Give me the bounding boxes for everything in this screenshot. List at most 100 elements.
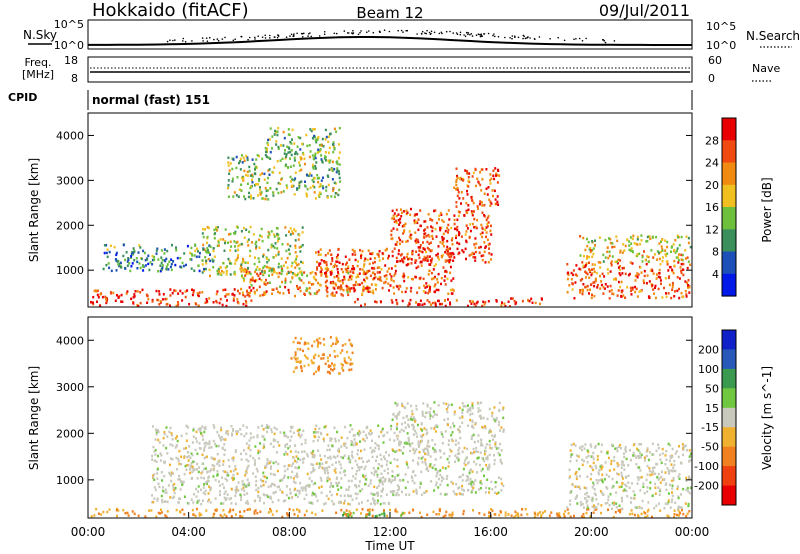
heatmap-cell	[325, 189, 328, 192]
heatmap-cell	[629, 286, 632, 290]
heatmap-cell	[473, 226, 476, 229]
heatmap-cell	[660, 475, 663, 479]
heatmap-cell	[588, 268, 591, 271]
heatmap-cell	[264, 186, 267, 190]
heatmap-cell	[188, 302, 191, 306]
heatmap-cell	[244, 299, 247, 303]
heatmap-cell	[396, 438, 399, 441]
heatmap-cell	[600, 511, 602, 515]
heatmap-cell	[206, 300, 208, 303]
heatmap-cell	[621, 482, 624, 485]
heatmap-cell	[409, 418, 412, 421]
heatmap-cell	[584, 270, 587, 273]
heatmap-cell	[151, 454, 154, 458]
heatmap-cell	[572, 269, 575, 272]
heatmap-cell	[238, 243, 241, 247]
heatmap-cell	[320, 158, 323, 161]
heatmap-cell	[393, 217, 396, 220]
heatmap-cell	[585, 262, 588, 265]
heatmap-cell	[195, 440, 198, 443]
heatmap-cell	[272, 191, 275, 194]
heatmap-cell	[280, 269, 283, 272]
heatmap-cell	[270, 246, 273, 249]
heatmap-cell	[258, 238, 261, 241]
heatmap-cell	[343, 511, 346, 515]
heatmap-cell	[458, 214, 460, 218]
nsearch-dot	[445, 30, 448, 33]
heatmap-cell	[327, 175, 330, 178]
heatmap-cell	[581, 458, 584, 462]
heatmap-cell	[454, 460, 456, 463]
heatmap-cell	[364, 465, 367, 468]
heatmap-cell	[401, 240, 404, 243]
heatmap-cell	[321, 185, 324, 188]
heatmap-cell	[660, 282, 662, 286]
heatmap-cell	[291, 128, 294, 132]
heatmap-cell	[656, 250, 659, 253]
heatmap-cell	[605, 486, 608, 489]
heatmap-cell	[480, 223, 483, 227]
heatmap-cell	[104, 295, 107, 299]
heatmap-cell	[574, 472, 577, 476]
heatmap-cell	[653, 253, 656, 256]
heatmap-cell	[243, 269, 246, 273]
heatmap-cell	[364, 257, 367, 260]
heatmap-cell	[684, 280, 687, 283]
heatmap-cell	[626, 238, 629, 241]
heatmap-cell	[417, 228, 420, 232]
heatmap-cell	[273, 473, 276, 476]
heatmap-cell	[322, 357, 325, 360]
heatmap-cell	[261, 197, 264, 200]
heatmap-cell	[240, 183, 243, 186]
heatmap-cell	[201, 462, 204, 465]
heatmap-cell	[144, 264, 147, 267]
heatmap-cell	[306, 274, 309, 277]
heatmap-cell	[584, 265, 587, 268]
heatmap-cell	[575, 477, 578, 481]
heatmap-cell	[589, 515, 592, 518]
heatmap-cell	[566, 263, 569, 266]
heatmap-cell	[491, 488, 494, 491]
heatmap-cell	[255, 240, 258, 244]
heatmap-cell	[498, 513, 501, 517]
heatmap-cell	[294, 367, 297, 370]
heatmap-cell	[638, 456, 640, 460]
heatmap-cell	[165, 257, 168, 261]
heatmap-cell	[93, 514, 96, 517]
heatmap-cell	[448, 260, 451, 263]
heatmap-cell	[259, 272, 262, 275]
heatmap-cell	[341, 262, 344, 266]
heatmap-cell	[622, 243, 625, 246]
heatmap-cell	[267, 156, 270, 159]
heatmap-cell	[378, 435, 380, 438]
heatmap-cell	[637, 515, 640, 518]
heatmap-cell	[248, 291, 251, 295]
heatmap-cell	[599, 261, 602, 264]
heatmap-cell	[232, 429, 234, 432]
heatmap-cell	[249, 272, 252, 276]
heatmap-cell	[666, 263, 669, 266]
heatmap-cell	[483, 241, 486, 244]
heatmap-cell	[271, 147, 273, 150]
heatmap-cell	[212, 424, 215, 427]
heatmap-cell	[174, 446, 177, 449]
heatmap-cell	[440, 213, 443, 216]
heatmap-cell	[430, 480, 433, 483]
heatmap-cell	[294, 239, 297, 242]
heatmap-cell	[348, 338, 351, 342]
heatmap-cell	[413, 451, 416, 455]
heatmap-cell	[367, 459, 370, 462]
heatmap-cell	[155, 252, 158, 255]
heatmap-cell	[259, 191, 262, 195]
heatmap-cell	[240, 242, 243, 246]
heatmap-cell	[394, 450, 397, 453]
heatmap-cell	[334, 467, 337, 470]
heatmap-cell	[411, 412, 414, 416]
heatmap-cell	[350, 515, 353, 518]
heatmap-cell	[670, 463, 673, 466]
heatmap-cell	[300, 272, 303, 275]
heatmap-cell	[258, 246, 261, 249]
heatmap-cell	[393, 220, 396, 224]
heatmap-cell	[233, 270, 236, 274]
heatmap-cell	[441, 466, 444, 469]
